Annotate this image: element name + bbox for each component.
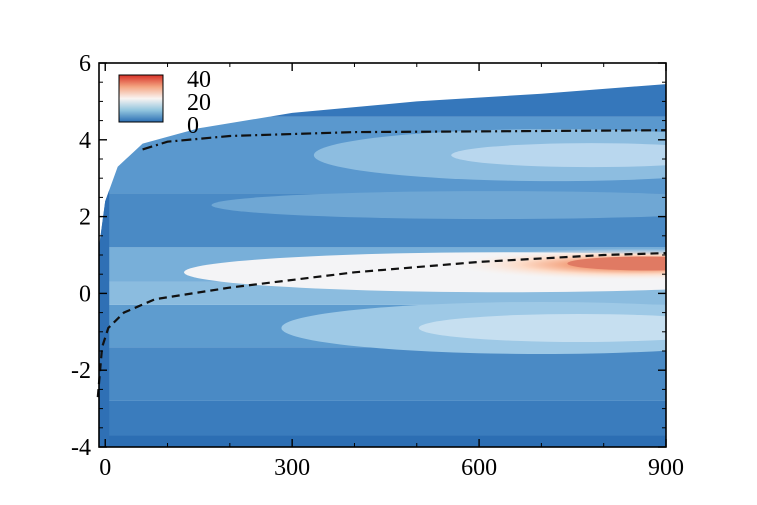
dashed-line <box>96 252 667 398</box>
x-tick-label: 900 <box>648 455 684 481</box>
x-tick-label: 0 <box>99 455 111 481</box>
contour-band <box>99 435 666 447</box>
contour-lobe-upper-inner <box>451 143 666 168</box>
axis-ticks: 0 300 600 900 -4 -2 0 2 4 6 <box>71 51 684 481</box>
y-tick-label: 4 <box>79 128 91 154</box>
boundary-lines <box>96 129 667 398</box>
dash-dot-line <box>142 129 667 151</box>
y-tick-label: 6 <box>79 51 91 77</box>
colorbar-label-20: 20 <box>187 90 211 116</box>
shear-band-core <box>567 256 666 271</box>
contour-band <box>99 400 666 436</box>
colorbar-label-0: 0 <box>187 113 199 139</box>
y-tick-label: 0 <box>79 281 91 307</box>
colorbar-legend: 40 20 0 <box>118 67 211 139</box>
contour-lobe-middle <box>211 191 666 220</box>
y-tick-label: -4 <box>71 435 91 461</box>
y-tick-label: -2 <box>71 358 91 384</box>
contour-lobe-lower-inner <box>418 313 666 342</box>
x-tick-label: 600 <box>461 455 497 481</box>
contour-band <box>99 347 666 401</box>
colorbar <box>118 74 164 123</box>
leading-edge-strip <box>99 84 110 447</box>
y-tick-label: 2 <box>79 205 91 231</box>
x-tick-label: 300 <box>274 455 310 481</box>
contour-field <box>99 84 666 447</box>
contour-band <box>99 84 666 117</box>
colorbar-label-40: 40 <box>187 67 211 93</box>
